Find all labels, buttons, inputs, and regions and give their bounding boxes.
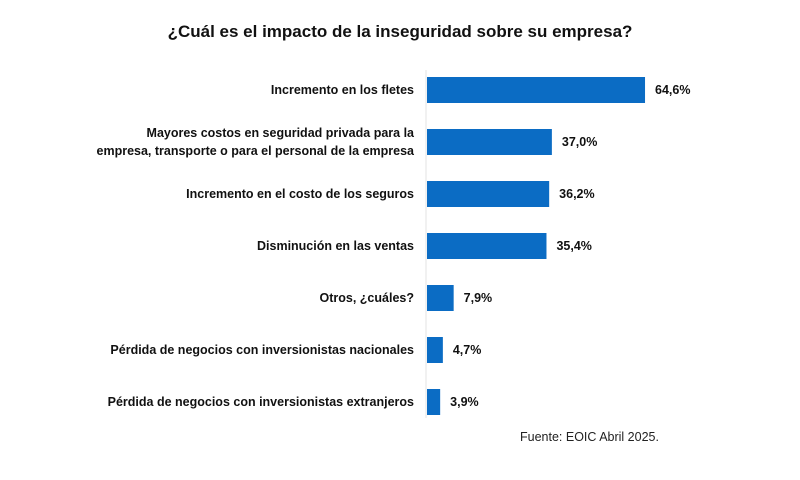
value-label: 37,0% xyxy=(562,135,597,149)
bar xyxy=(427,233,547,259)
category-label-line: Mayores costos en seguridad privada para… xyxy=(147,126,416,140)
bar xyxy=(427,285,454,311)
value-label: 35,4% xyxy=(556,239,591,253)
bar xyxy=(427,181,550,207)
category-label: Pérdida de negocios con inversionistas e… xyxy=(108,395,414,409)
category-label-line: Incremento en el costo de los seguros xyxy=(186,187,414,201)
value-label: 3,9% xyxy=(450,395,479,409)
chart-title: ¿Cuál es el impacto de la inseguridad so… xyxy=(167,22,633,41)
category-label: Incremento en el costo de los seguros xyxy=(186,187,414,201)
category-label: Incremento en los fletes xyxy=(271,83,414,97)
value-label: 4,7% xyxy=(453,343,482,357)
source-note: Fuente: EOIC Abril 2025. xyxy=(520,430,659,444)
category-label: Otros, ¿cuáles? xyxy=(320,291,414,305)
bar xyxy=(427,77,646,103)
bar xyxy=(427,129,552,155)
category-label-line: Incremento en los fletes xyxy=(271,83,414,97)
bar xyxy=(427,337,443,363)
category-label-line: Disminución en las ventas xyxy=(257,239,414,253)
bar xyxy=(427,389,441,415)
value-label: 7,9% xyxy=(464,291,493,305)
category-label-line: Pérdida de negocios con inversionistas n… xyxy=(110,343,414,357)
category-label: Pérdida de negocios con inversionistas n… xyxy=(110,343,414,357)
category-label-line: Pérdida de negocios con inversionistas e… xyxy=(108,395,414,409)
value-label: 36,2% xyxy=(559,187,594,201)
category-label: Mayores costos en seguridad privada para… xyxy=(97,126,416,158)
category-label-line: Otros, ¿cuáles? xyxy=(320,291,414,305)
value-label: 64,6% xyxy=(655,83,690,97)
category-label: Disminución en las ventas xyxy=(257,239,414,253)
category-label-line: empresa, transporte o para el personal d… xyxy=(97,144,416,158)
